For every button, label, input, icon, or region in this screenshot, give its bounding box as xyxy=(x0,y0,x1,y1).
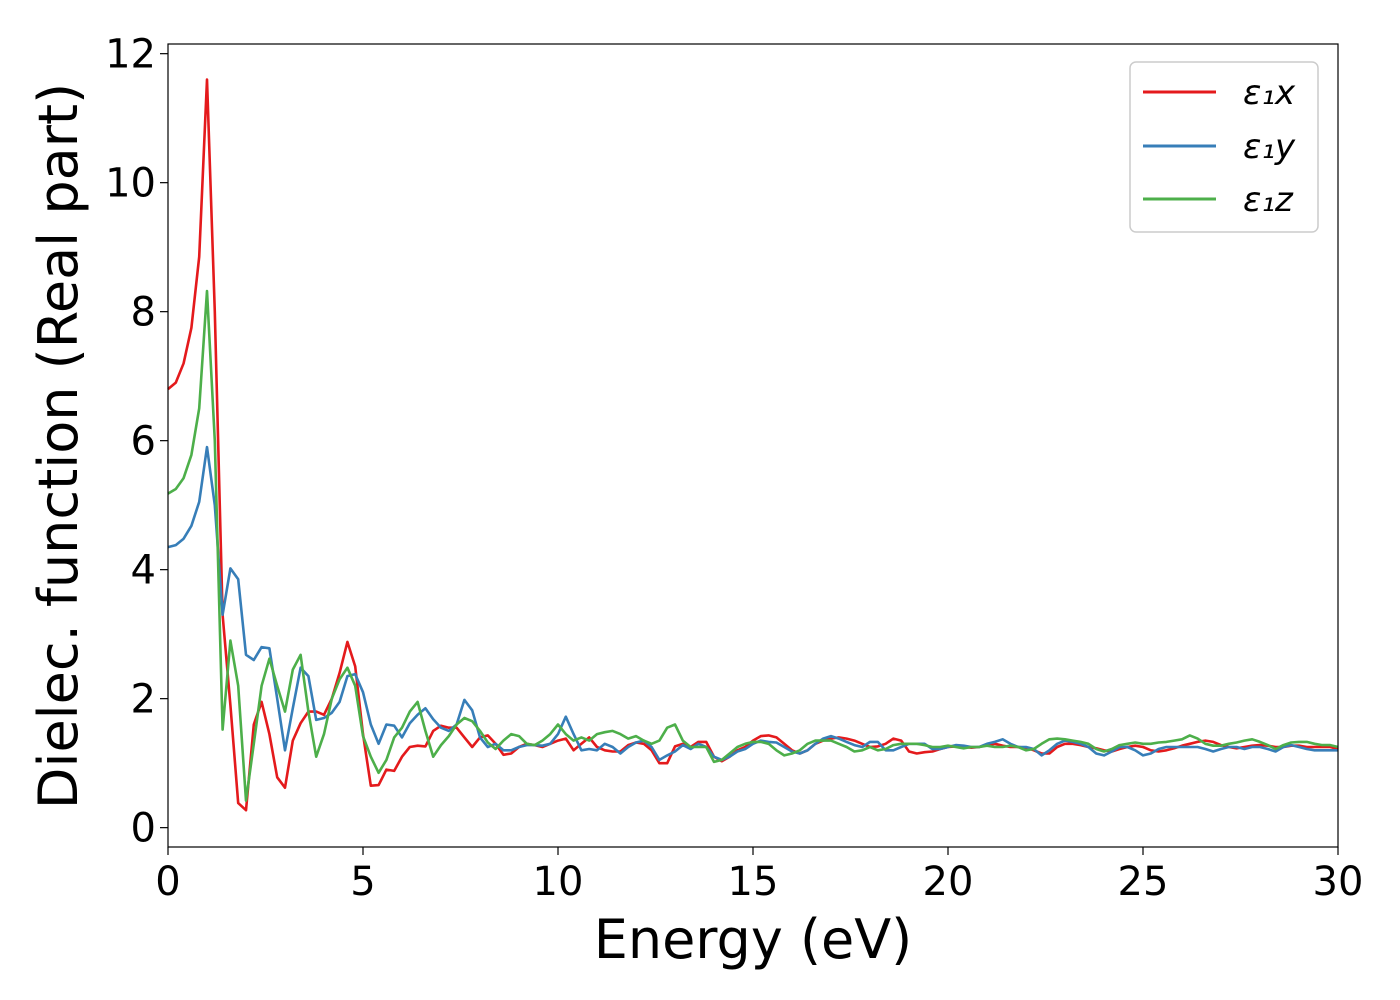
legend-label-e1x: ε₁x xyxy=(1243,73,1296,113)
x-tick-label: 10 xyxy=(533,859,584,905)
x-tick-label: 20 xyxy=(923,859,974,905)
series-layer xyxy=(167,78,1339,812)
x-tick-label: 30 xyxy=(1313,859,1364,905)
y-tick-label: 10 xyxy=(105,161,156,207)
legend-label-e1z: ε₁z xyxy=(1243,180,1294,220)
y-axis-title: Dielec. function (Real part) xyxy=(27,83,90,809)
legend: ε₁x ε₁y ε₁z xyxy=(1129,61,1319,233)
series-line-e1z xyxy=(167,289,1339,802)
y-tick-label: 6 xyxy=(131,419,156,465)
y-tick-label: 4 xyxy=(131,548,156,594)
x-tick-label: 0 xyxy=(155,859,180,905)
legend-box xyxy=(1129,61,1319,233)
y-tick-label: 2 xyxy=(131,677,156,723)
x-tick-label: 15 xyxy=(728,859,779,905)
y-tick-label: 12 xyxy=(105,32,156,78)
legend-label-e1y: ε₁y xyxy=(1243,127,1296,167)
x-tick-label: 5 xyxy=(350,859,375,905)
x-tick-label: 25 xyxy=(1118,859,1169,905)
y-axis: 0 2 4 6 8 10 12 xyxy=(105,32,168,852)
y-tick-label: 8 xyxy=(131,290,156,336)
x-axis: 0 5 10 15 20 25 30 xyxy=(155,847,1363,905)
y-tick-label: 0 xyxy=(131,806,156,852)
x-axis-title: Energy (eV) xyxy=(594,908,913,971)
series-line-e1y xyxy=(167,445,1338,762)
